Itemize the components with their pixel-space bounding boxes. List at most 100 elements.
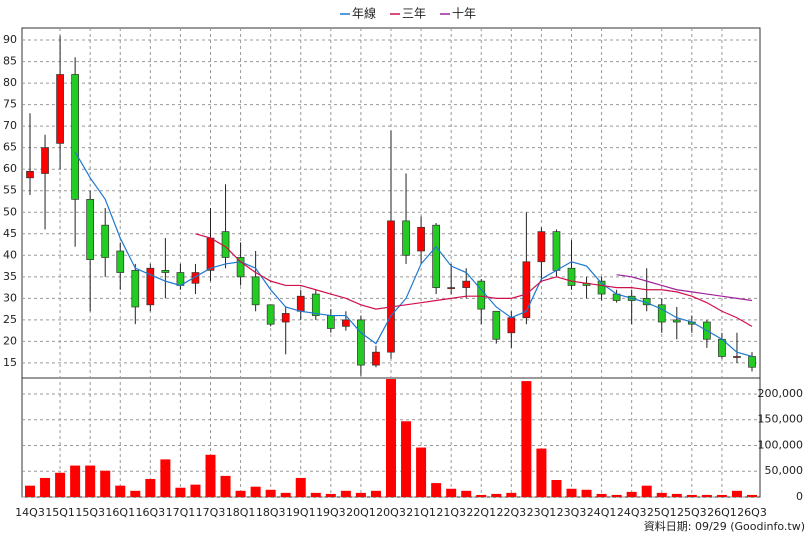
- y-tick-label: 70: [3, 119, 17, 132]
- y-tick-label: 45: [3, 227, 17, 240]
- candle-body: [342, 319, 350, 327]
- volume-bar: [401, 421, 412, 497]
- y-tick-label: 75: [3, 98, 17, 111]
- x-tick-label: 22Q1: [466, 506, 496, 519]
- volume-bar: [386, 379, 396, 497]
- volume-bar: [310, 492, 321, 497]
- y-tick-label: 85: [3, 55, 17, 68]
- volume-bar: [250, 486, 261, 497]
- x-tick-label: 19Q1: [286, 506, 316, 519]
- legend-label: 三年: [402, 7, 426, 21]
- candle-body: [221, 231, 230, 258]
- candle-body: [161, 270, 170, 273]
- volume-bar: [521, 381, 532, 497]
- candle-body: [311, 293, 320, 316]
- y-tick-label: 65: [3, 141, 17, 154]
- candle-body: [116, 250, 125, 273]
- x-tick-label: 26Q3: [737, 506, 767, 519]
- y-tick-label: 40: [3, 248, 17, 261]
- legend-label: 年線: [352, 6, 376, 21]
- legend-label: 十年: [452, 7, 476, 21]
- candle-body: [251, 276, 260, 306]
- volume-bar: [220, 475, 231, 497]
- x-tick-label: 22Q3: [497, 506, 527, 519]
- x-tick-label: 24Q1: [587, 506, 617, 519]
- ma-line: [74, 151, 753, 358]
- x-tick-label: 25Q3: [677, 506, 707, 519]
- volume-bar: [581, 489, 592, 497]
- volume-bar: [491, 493, 502, 497]
- candle-body: [552, 231, 561, 271]
- candle-body: [567, 267, 576, 286]
- y2-tick-label: 200,000: [758, 387, 804, 400]
- y-tick-label: 25: [3, 313, 17, 326]
- y-tick-label: 30: [3, 291, 17, 304]
- x-tick-label: 23Q1: [527, 506, 557, 519]
- candle-body: [477, 280, 486, 310]
- candle-body: [507, 317, 516, 334]
- y-tick-label: 60: [3, 162, 17, 175]
- volume-bar: [671, 493, 682, 497]
- candle-body: [657, 304, 666, 323]
- volume-bar: [190, 484, 201, 497]
- x-tick-label: 17Q1: [166, 506, 196, 519]
- volume-bar: [506, 492, 517, 497]
- candle-body: [387, 220, 395, 353]
- candle-body: [206, 237, 215, 271]
- x-tick-label: 16Q1: [105, 506, 135, 519]
- volume-bar: [747, 494, 757, 497]
- volume-bar: [536, 448, 547, 497]
- volume-bar: [100, 470, 111, 497]
- volume-bar: [611, 494, 622, 497]
- candle-body: [537, 231, 546, 263]
- candle-body: [41, 147, 49, 174]
- y-tick-label: 90: [3, 33, 17, 46]
- candle-body: [372, 351, 380, 366]
- x-tick-label: 15Q1: [45, 506, 75, 519]
- x-tick-label: 24Q3: [617, 506, 647, 519]
- candle-body: [191, 272, 200, 284]
- x-tick-label: 16Q3: [136, 506, 166, 519]
- volume-bar: [55, 472, 66, 497]
- candle-body: [281, 313, 290, 323]
- candle-body: [597, 280, 606, 295]
- volume-bar: [115, 485, 126, 497]
- volume-bar: [731, 490, 742, 497]
- volume-bar: [641, 485, 652, 497]
- candle-body: [417, 226, 425, 252]
- y-tick-label: 50: [3, 205, 17, 218]
- volume-bar: [566, 488, 577, 497]
- volume-bar: [431, 483, 442, 497]
- x-tick-label: 20Q3: [376, 506, 406, 519]
- volume-bar: [476, 494, 487, 497]
- candle-body: [71, 74, 79, 200]
- volume-bar: [280, 492, 291, 497]
- candle-body: [266, 304, 275, 325]
- volume-bar: [446, 488, 457, 497]
- candle-body: [672, 319, 681, 323]
- y-tick-label: 35: [3, 270, 17, 283]
- volume-bar: [626, 491, 637, 497]
- candle-body: [357, 319, 365, 366]
- volume-bar: [596, 493, 607, 497]
- footer-note: 資料日期: 09/29 (Goodinfo.tw): [644, 519, 805, 533]
- y2-tick-label: 100,000: [758, 438, 804, 451]
- candle-body: [296, 295, 305, 312]
- volume-bar: [686, 494, 697, 497]
- volume-bar: [551, 480, 562, 497]
- x-tick-label: 20Q1: [346, 506, 376, 519]
- volume-bar: [235, 490, 246, 497]
- y-tick-label: 15: [3, 356, 17, 369]
- x-tick-label: 18Q1: [226, 506, 256, 519]
- x-tick-label: 17Q3: [196, 506, 226, 519]
- volume-bar: [160, 459, 171, 497]
- candle-body: [492, 310, 501, 340]
- candle-body: [236, 257, 245, 278]
- candle-body: [146, 267, 155, 306]
- volume-bar: [340, 490, 351, 497]
- volume-bar: [461, 490, 472, 497]
- candle-body: [131, 270, 140, 308]
- candle-body: [86, 198, 95, 260]
- y2-tick-label: 50,000: [765, 464, 804, 477]
